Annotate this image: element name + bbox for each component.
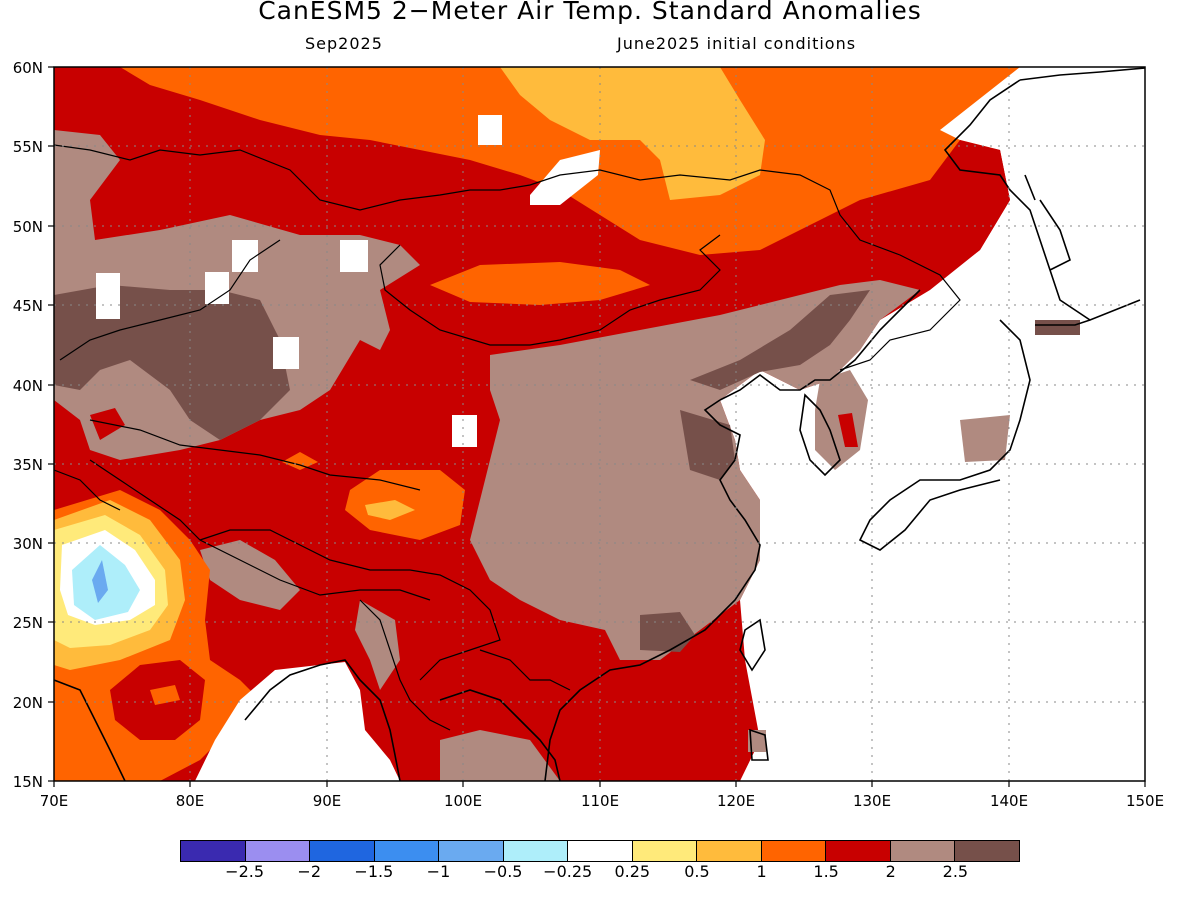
color-legend-swatch — [955, 841, 1019, 861]
anomaly-region-red-northeast — [860, 140, 1010, 280]
anomaly-region-orange-india-core — [150, 685, 180, 705]
color-legend-label: 1 — [756, 862, 767, 881]
gap-1 — [96, 273, 120, 319]
anomaly-region-ocean-east — [720, 67, 1145, 781]
color-legend-label: −0.25 — [543, 862, 593, 881]
valid-month: Sep2025 — [305, 34, 383, 53]
anomaly-region-orange-mongolia — [430, 262, 650, 305]
anomaly-region-blue-india — [92, 560, 108, 603]
gap-baikal — [530, 150, 600, 205]
lon-label: 70E — [40, 792, 69, 810]
lat-label: 55N — [13, 138, 43, 156]
lon-label: 110E — [581, 792, 619, 810]
country-borders — [54, 144, 961, 731]
anomaly-region-brown-himalaya — [200, 540, 300, 610]
lon-label: 120E — [717, 792, 755, 810]
lon-label: 100E — [444, 792, 482, 810]
lat-label: 35N — [13, 456, 43, 474]
color-legend-label: 2 — [885, 862, 896, 881]
color-legend-swatch — [503, 841, 569, 861]
color-legend-swatch — [761, 841, 827, 861]
anomaly-region-brown-indochina — [440, 730, 560, 781]
lon-label: 150E — [1126, 792, 1164, 810]
anomaly-region-brown-taiwan — [748, 730, 766, 752]
graticule — [54, 67, 1145, 781]
lat-label: 15N — [13, 773, 43, 791]
anomaly-map: 60N 55N 50N 45N 40N 35N 30N 25N 20N 15N … — [13, 59, 1164, 810]
color-legend-labels: −2.5 −2 −1.5 −1 −0.5 −0.25 0.25 0.5 1 1.5 2 2.5 — [0, 862, 1200, 886]
color-legend-swatch — [181, 841, 246, 861]
color-legend-label: 0.25 — [614, 862, 651, 881]
anomaly-region-brown-japan — [960, 415, 1010, 462]
color-legend-label: 0.5 — [684, 862, 710, 881]
anomaly-region-orange-small — [282, 452, 318, 470]
lat-label: 25N — [13, 614, 43, 632]
anomaly-region-light-orange — [500, 67, 765, 200]
coastlines — [54, 67, 1145, 781]
color-legend-swatch — [439, 841, 504, 861]
anomaly-region-darkbrown-japan — [1035, 320, 1080, 335]
lon-ticks — [53, 781, 1146, 787]
lat-label: 40N — [13, 377, 43, 395]
color-legend-swatch — [890, 841, 956, 861]
color-legend-label: −1 — [426, 862, 451, 881]
color-legend-swatch — [697, 841, 762, 861]
lat-label: 20N — [13, 694, 43, 712]
color-legend-swatch — [374, 841, 440, 861]
anomaly-region-red-korea — [838, 413, 858, 447]
map-title: CanESM5 2−Meter Air Temp. Standard Anoma… — [258, 0, 922, 25]
lat-label: 45N — [13, 297, 43, 315]
color-legend-swatch — [245, 841, 311, 861]
lat-label: 60N — [13, 59, 43, 77]
color-legend-swatch — [826, 841, 891, 861]
gap-2 — [273, 337, 299, 369]
anomaly-region-darkbrown-west — [54, 285, 290, 440]
initial-conditions: June2025 initial conditions — [617, 34, 857, 53]
anomaly-region-darkbrown-east — [680, 410, 735, 480]
color-legend-swatch — [568, 841, 633, 861]
gap-3 — [452, 415, 477, 447]
lat-label: 30N — [13, 535, 43, 553]
color-legend-label: 2.5 — [942, 862, 969, 881]
color-legend-label: 1.5 — [813, 862, 839, 881]
lon-label: 90E — [313, 792, 342, 810]
color-legend-label: −2.5 — [225, 862, 265, 881]
lat-ticks — [48, 66, 54, 782]
color-legend-swatch — [632, 841, 698, 861]
anomaly-region-darkbrown-northeast — [690, 290, 870, 390]
lon-label: 130E — [853, 792, 891, 810]
anomaly-region-yellow-tibet — [365, 500, 415, 520]
color-legend-swatch — [310, 841, 375, 861]
lat-label: 50N — [13, 218, 43, 236]
gap-4 — [340, 240, 368, 272]
color-legend — [180, 840, 1020, 862]
gap-7 — [478, 115, 502, 145]
lon-label: 140E — [990, 792, 1028, 810]
color-legend-label: −0.5 — [483, 862, 523, 881]
color-legend-label: −2 — [297, 862, 322, 881]
color-legend-label: −1.5 — [354, 862, 394, 881]
anomaly-region-white-bay — [195, 662, 400, 781]
anomaly-region-darkbrown-south — [640, 612, 695, 652]
lon-label: 80E — [176, 792, 205, 810]
